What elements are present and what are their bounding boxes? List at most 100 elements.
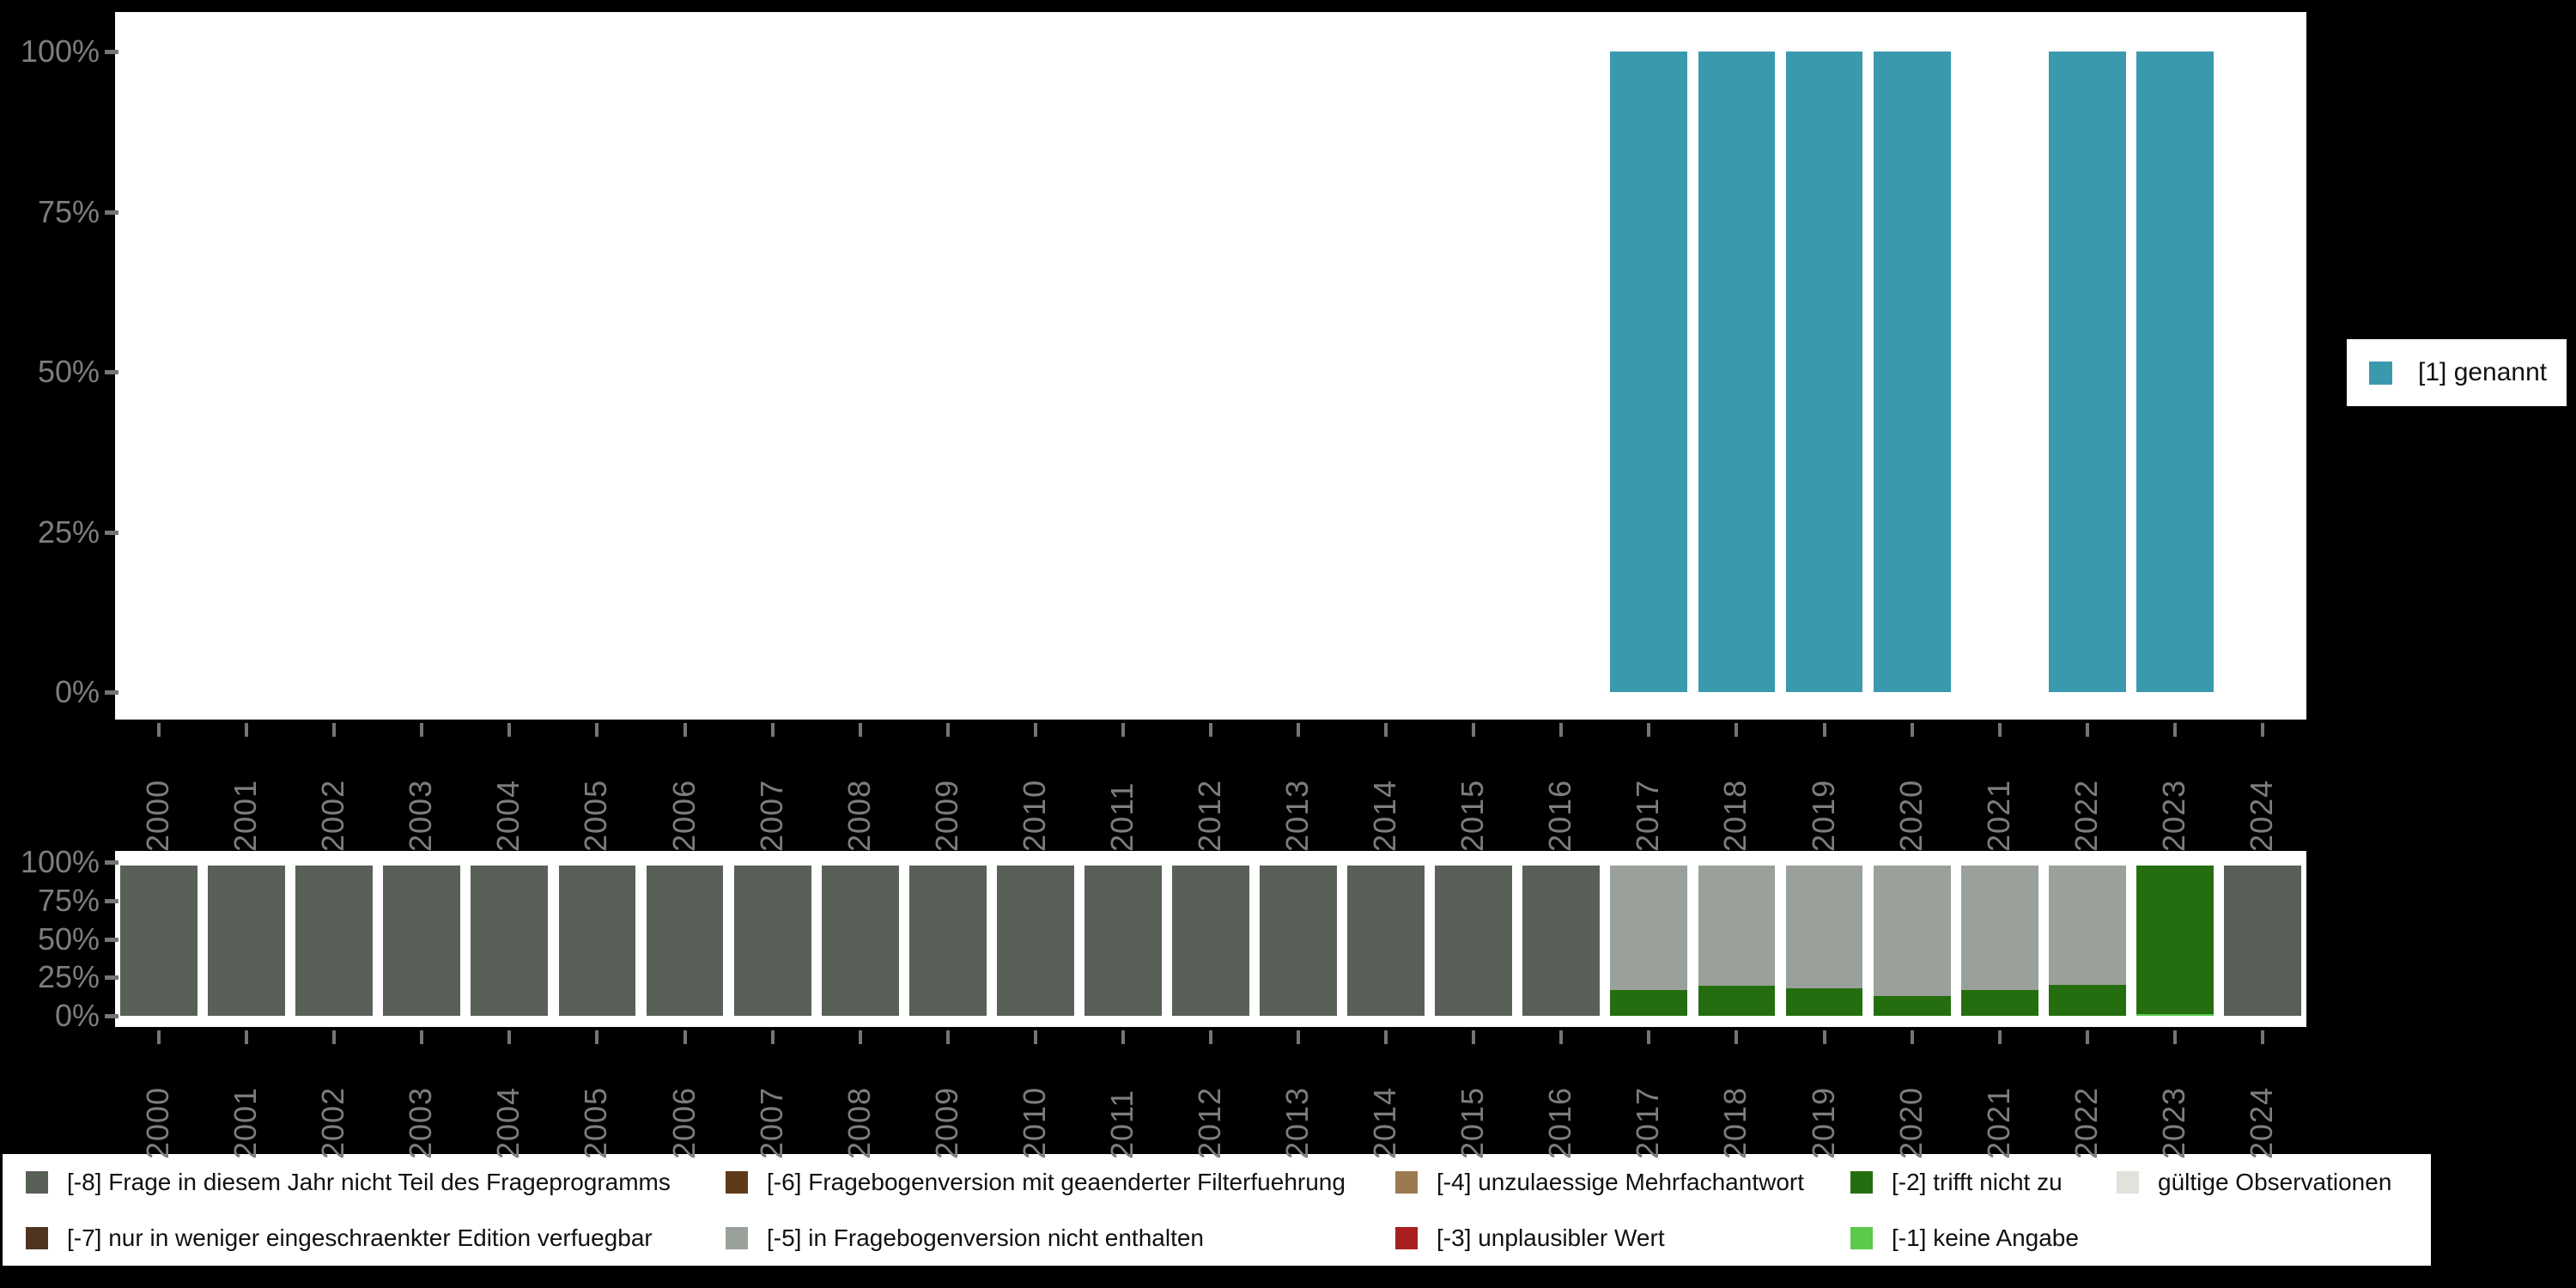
bar-slot-2010 xyxy=(992,52,1079,692)
x-axis-tick xyxy=(1297,723,1301,737)
y-axis-label: 100% xyxy=(20,844,100,879)
legend-item-label: gültige Observationen xyxy=(2158,1168,2392,1195)
bar-segment xyxy=(1785,987,1863,1016)
legend-item: [-1] keine Angabe xyxy=(1827,1210,2093,1266)
y-axis-tick xyxy=(105,210,118,215)
x-axis-tick xyxy=(1384,723,1388,737)
bar-slot-2010 xyxy=(992,866,1079,1016)
bar-slot-2020 xyxy=(1868,52,1956,692)
bar-stack-2020 xyxy=(1873,866,1951,1016)
x-axis-tick xyxy=(1559,1030,1564,1044)
bar-segment xyxy=(1084,866,1162,1016)
bar-segment xyxy=(383,866,461,1016)
x-axis-label-2014: 2014 xyxy=(1367,779,1403,852)
top-legend: [1] genannt xyxy=(2347,339,2567,406)
x-axis-label-2003: 2003 xyxy=(403,779,439,852)
bar-slot-2018 xyxy=(1692,866,1780,1016)
x-axis-tick xyxy=(2085,723,2089,737)
x-axis-label-2003: 2003 xyxy=(403,1086,439,1159)
y-axis-label: 100% xyxy=(20,33,100,69)
legend-item: [-5] in Fragebogenversion nicht enthalte… xyxy=(702,1210,1372,1266)
legend-swatch xyxy=(1850,1170,1873,1194)
y-axis-label: 25% xyxy=(37,959,100,995)
bar-segment xyxy=(1610,866,1688,991)
bar-genannt-2020 xyxy=(1873,52,1951,692)
bar-slot-2015 xyxy=(1430,866,1517,1016)
bar-slot-2001 xyxy=(203,52,290,692)
x-axis-tick xyxy=(420,1030,424,1044)
x-axis-tick xyxy=(507,723,512,737)
x-axis-label-2001: 2001 xyxy=(228,779,264,852)
bar-slot-2004 xyxy=(465,866,553,1016)
x-axis-label-2002: 2002 xyxy=(315,1086,351,1159)
x-axis-label-2017: 2017 xyxy=(1630,779,1666,852)
x-axis-label-2004: 2004 xyxy=(490,1086,526,1159)
x-axis-label-2018: 2018 xyxy=(1717,779,1753,852)
bar-slot-2024 xyxy=(2219,52,2306,692)
x-axis-tick xyxy=(770,1030,775,1044)
bar-stack-2007 xyxy=(733,866,811,1016)
x-axis-label-2005: 2005 xyxy=(578,1086,614,1159)
x-axis-tick xyxy=(1910,1030,1914,1044)
x-axis-tick xyxy=(1209,723,1212,737)
legend-item: [-7] nur in weniger eingeschraenkter Edi… xyxy=(3,1210,702,1266)
bar-stack-2018 xyxy=(1698,866,1776,1016)
bar-segment xyxy=(1435,866,1513,1016)
bar-stack-2003 xyxy=(383,866,461,1016)
bar-slot-2008 xyxy=(817,52,904,692)
bar-slot-2021 xyxy=(1956,866,2044,1016)
bar-stack-2014 xyxy=(1347,866,1425,1016)
x-axis-label-2014: 2014 xyxy=(1367,1086,1403,1159)
bar-slot-2011 xyxy=(1079,866,1167,1016)
legend-item-label: [-2] trifft nicht zu xyxy=(1892,1168,2063,1195)
bar-segment xyxy=(1260,866,1337,1016)
bar-genannt-2018 xyxy=(1698,52,1776,692)
bar-segment xyxy=(1873,866,1951,997)
x-axis-label-2007: 2007 xyxy=(753,779,789,852)
legend-item: [-3] unplausibler Wert xyxy=(1372,1210,1827,1266)
bar-genannt-2019 xyxy=(1785,52,1863,692)
bar-stack-2017 xyxy=(1610,866,1688,1016)
x-axis-tick xyxy=(1559,723,1564,737)
bar-stack-2012 xyxy=(1172,866,1249,1016)
x-axis-tick xyxy=(945,1030,950,1044)
bar-slot-2005 xyxy=(553,866,641,1016)
legend-column-4: [-2] trifft nicht zu [-1] keine Angabe xyxy=(1827,1154,2093,1266)
bar-slot-2016 xyxy=(1517,866,1605,1016)
bar-segment xyxy=(1785,866,1863,988)
x-axis-tick xyxy=(1472,1030,1476,1044)
x-axis-label-2024: 2024 xyxy=(2243,1086,2279,1159)
bar-slot-2003 xyxy=(378,866,465,1016)
x-axis-label-2009: 2009 xyxy=(928,779,964,852)
bar-slot-2017 xyxy=(1605,52,1692,692)
x-axis-tick xyxy=(858,1030,862,1044)
x-axis-label-2022: 2022 xyxy=(2068,779,2104,852)
bar-segment xyxy=(1172,866,1249,1016)
legend-swatch xyxy=(1395,1170,1418,1194)
y-axis-tick xyxy=(105,860,118,865)
x-axis-label-2021: 2021 xyxy=(1980,1086,2016,1159)
legend-swatch xyxy=(726,1226,748,1249)
x-axis-tick xyxy=(1121,723,1125,737)
bar-stack-2008 xyxy=(821,866,899,1016)
legend-item-label: [-8] Frage in diesem Jahr nicht Teil des… xyxy=(67,1168,671,1195)
bar-segment xyxy=(208,866,286,1016)
legend-swatch xyxy=(1850,1226,1873,1249)
x-axis-tick xyxy=(1121,1030,1125,1044)
x-axis-tick xyxy=(245,723,249,737)
x-axis-label-2012: 2012 xyxy=(1192,1086,1227,1159)
legend-item-label: [-3] unplausibler Wert xyxy=(1437,1224,1665,1251)
bar-slot-2019 xyxy=(1780,866,1868,1016)
x-axis-tick xyxy=(945,723,950,737)
bottom-chart-bar-area xyxy=(115,866,2306,1016)
x-axis-label-2016: 2016 xyxy=(1542,779,1578,852)
x-axis-tick xyxy=(2260,1030,2264,1044)
bar-segment xyxy=(2048,985,2126,1016)
x-axis-tick xyxy=(2085,1030,2089,1044)
legend-item: [-8] Frage in diesem Jahr nicht Teil des… xyxy=(3,1154,702,1210)
x-axis-label-2009: 2009 xyxy=(928,1086,964,1159)
y-axis-tick xyxy=(105,530,118,535)
x-axis-tick xyxy=(157,1030,161,1044)
bar-slot-2002 xyxy=(290,52,378,692)
x-axis-label-2017: 2017 xyxy=(1630,1086,1666,1159)
